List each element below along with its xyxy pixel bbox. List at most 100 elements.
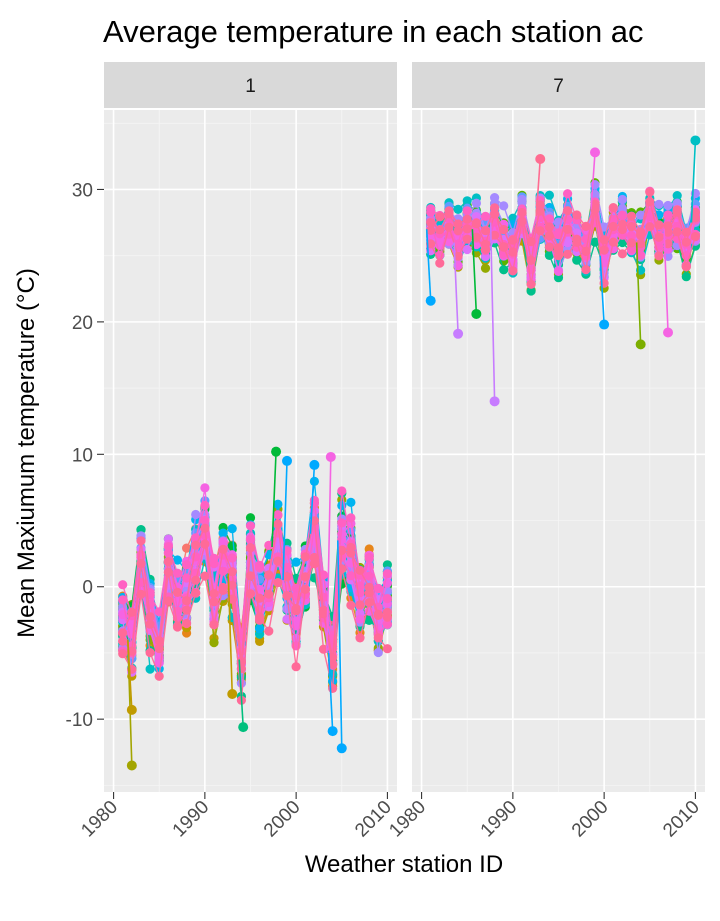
series-point	[544, 250, 555, 260]
series-point	[245, 589, 256, 599]
series-point	[462, 244, 472, 255]
series-point	[581, 221, 591, 231]
series-point	[453, 251, 463, 261]
series-point	[490, 203, 500, 213]
series-point	[617, 237, 628, 248]
series-point	[282, 591, 292, 601]
series-point	[608, 203, 618, 213]
series-point	[227, 553, 237, 563]
series-point	[154, 643, 164, 654]
series-point	[346, 571, 356, 581]
series-point	[471, 218, 481, 228]
series-point	[200, 571, 210, 581]
series-point	[599, 235, 609, 245]
series-point	[435, 225, 445, 235]
series-point	[209, 638, 219, 648]
series-point	[672, 191, 682, 201]
series-point	[499, 225, 509, 235]
series-point	[355, 614, 365, 624]
series-point	[681, 262, 691, 272]
series-point	[626, 211, 637, 221]
outlier-line	[635, 242, 642, 345]
series-point	[480, 226, 491, 236]
series-point	[163, 596, 173, 606]
series-point	[373, 633, 383, 643]
series-point	[182, 605, 192, 615]
series-point	[218, 528, 228, 538]
series-point	[291, 557, 301, 567]
series-point	[346, 497, 356, 507]
series-point	[563, 224, 573, 234]
series-point	[563, 249, 573, 259]
series-point	[663, 211, 673, 221]
series-point	[337, 486, 347, 496]
outlier-point	[690, 135, 701, 146]
outlier-point	[663, 327, 674, 338]
series-point	[572, 237, 582, 247]
series-point	[182, 618, 192, 629]
series-point	[127, 607, 137, 617]
series-point	[471, 198, 481, 208]
series-point	[480, 263, 491, 273]
series-point	[572, 210, 582, 220]
series-point	[444, 237, 454, 247]
series-point	[480, 244, 491, 254]
series-point	[291, 606, 301, 616]
series-point	[526, 279, 536, 289]
series-point	[163, 557, 173, 567]
series-point	[355, 565, 365, 575]
series-point	[364, 598, 374, 608]
y-axis-title: Mean Maxiumum temperature (°C)	[13, 268, 40, 638]
series-point	[590, 202, 600, 212]
series-point	[453, 225, 463, 236]
series-point	[355, 588, 365, 598]
series-point	[273, 528, 283, 538]
series-point	[508, 266, 518, 276]
series-point	[154, 671, 164, 681]
outlier-line	[127, 639, 133, 710]
series-point	[382, 569, 392, 579]
series-point	[218, 582, 228, 593]
series-point	[453, 219, 463, 229]
series-point	[309, 552, 319, 563]
series-point	[245, 543, 256, 553]
series-point	[480, 211, 491, 221]
series-point	[690, 213, 701, 223]
series-point	[490, 230, 500, 240]
series-point	[654, 199, 664, 209]
series-point	[255, 563, 265, 573]
series-point	[608, 221, 618, 232]
series-point	[163, 567, 173, 577]
series-point	[508, 235, 518, 245]
series-point	[382, 619, 392, 629]
series-point	[517, 194, 527, 205]
outlier-line	[227, 573, 234, 695]
series-point	[617, 249, 628, 259]
series-point	[444, 206, 454, 216]
series-point	[517, 208, 527, 218]
outlier-point	[271, 446, 282, 457]
series-point	[182, 573, 192, 583]
outlier-line	[326, 456, 332, 653]
series-point	[608, 237, 618, 247]
series-point	[346, 600, 356, 610]
series-point	[309, 495, 319, 505]
series-point	[118, 628, 128, 638]
series-point	[282, 572, 292, 582]
outlier-point	[126, 760, 137, 771]
series-point	[544, 214, 555, 224]
series-point	[273, 510, 283, 520]
series-point	[462, 196, 472, 206]
series-point	[563, 189, 573, 199]
series-point	[681, 237, 691, 247]
series-point	[145, 648, 155, 658]
series-point	[490, 193, 500, 203]
series-point	[517, 216, 527, 226]
series-point	[200, 515, 210, 526]
series-point	[681, 272, 691, 282]
series-point	[337, 518, 347, 528]
series-point	[654, 251, 664, 261]
series-point	[145, 612, 155, 622]
series-point	[118, 649, 128, 659]
series-point	[227, 524, 237, 534]
